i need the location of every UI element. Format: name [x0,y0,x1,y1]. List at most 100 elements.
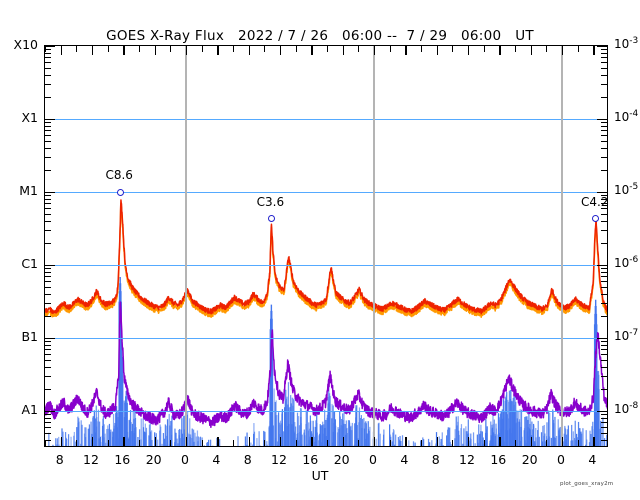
x-tick-top [170,46,172,52]
x-tick-top [92,46,94,55]
plot-frame [44,45,608,447]
x-axis-title: UT [311,468,329,483]
y-tick-right [601,366,607,369]
y-tick-left [45,195,51,197]
y-label-right-3: 10-6 [614,254,639,270]
x-tick-bottom [264,440,266,446]
x-tick-bottom [107,440,109,446]
y-tick-left [45,422,51,424]
y-tick-right [601,68,607,70]
y-tick-right [601,439,607,442]
flare-label-C8.6: C8.6 [105,168,133,182]
flare-marker-C4.2[interactable] [592,215,600,223]
y-tick-right [601,122,607,124]
x-tick-bottom [530,437,533,446]
y-tick-right [601,53,607,55]
y-tick-left [45,62,51,64]
x-tick-top [515,46,517,52]
y-tick-right [601,221,607,223]
x-tick-top [123,46,125,55]
y-tick-left [45,75,51,77]
x-tick-bottom [76,440,78,446]
x-tick-top [577,46,579,52]
x-tick-bottom [562,437,564,446]
y-tick-right [601,97,607,99]
y-label-M1: M1 [19,183,38,198]
y-tick-right [601,359,607,362]
x-tick-top [311,46,313,55]
x-label-1: 12 [83,452,99,467]
y-tick-left [45,388,51,391]
x-tick-bottom [358,440,360,446]
y-tick-right [597,46,607,48]
x-tick-bottom [248,437,251,446]
x-tick-bottom [233,440,235,446]
x-tick-top [295,46,297,52]
x-label-15: 20 [521,452,538,467]
y-tick-right [601,272,607,274]
x-label-17: 4 [588,452,597,467]
y-tick-left [45,439,51,442]
x-tick-top [358,46,360,52]
gridline-X1 [45,119,607,120]
flare-marker-C3.6[interactable] [267,215,275,223]
x-tick-bottom [342,437,345,446]
y-tick-right [601,354,607,356]
y-label-X10: X10 [13,37,38,52]
x-tick-bottom [295,440,297,446]
y-tick-right [597,119,607,121]
x-label-4: 0 [181,452,189,467]
y-tick-right [601,170,607,172]
flare-marker-C8.6[interactable] [116,188,124,196]
y-tick-right [601,208,607,210]
x-tick-top [546,46,548,52]
x-label-0: 8 [55,452,64,467]
x-label-14: 16 [490,452,507,467]
y-tick-left [45,276,51,278]
x-tick-top [107,46,109,52]
x-tick-bottom [60,437,63,446]
y-tick-right [601,427,607,429]
y-tick-right [597,264,607,267]
y-tick-left [45,230,51,232]
y-label-right-4: 10-7 [614,327,639,343]
y-tick-right [601,418,607,420]
x-tick-bottom [186,437,188,446]
x-tick-top [201,46,203,52]
x-label-9: 20 [333,452,350,467]
gridline-B1 [45,337,607,339]
y-tick-right [601,414,607,416]
x-tick-top [436,46,439,55]
y-tick-left [45,203,51,205]
x-tick-bottom [139,440,141,446]
y-tick-right [601,388,607,391]
y-label-B1: B1 [21,328,38,344]
x-tick-bottom [327,440,329,446]
y-tick-left [45,49,51,51]
x-tick-top [374,46,376,55]
y-tick-left [45,57,51,59]
y-tick-left [45,414,51,416]
x-label-12: 8 [431,452,440,467]
x-tick-top [593,46,595,55]
y-tick-right [601,130,607,132]
y-tick-right [601,315,607,318]
y-tick-left [45,341,51,343]
y-tick-right [601,268,607,270]
y-tick-left [45,427,51,429]
x-tick-bottom [468,437,470,446]
x-label-13: 12 [459,452,475,467]
x-tick-top [233,46,235,52]
x-tick-bottom [45,440,47,446]
y-tick-right [601,276,607,278]
gridline-A1 [45,410,607,412]
y-tick-right [601,422,607,424]
y-tick-right [601,126,607,128]
x-tick-top [405,46,407,55]
x-label-7: 12 [271,452,287,467]
y-tick-left [45,221,51,223]
x-tick-top [562,46,564,55]
y-tick-left [45,315,51,318]
y-label-right-2: 10-5 [614,182,639,197]
x-tick-bottom [499,437,501,446]
